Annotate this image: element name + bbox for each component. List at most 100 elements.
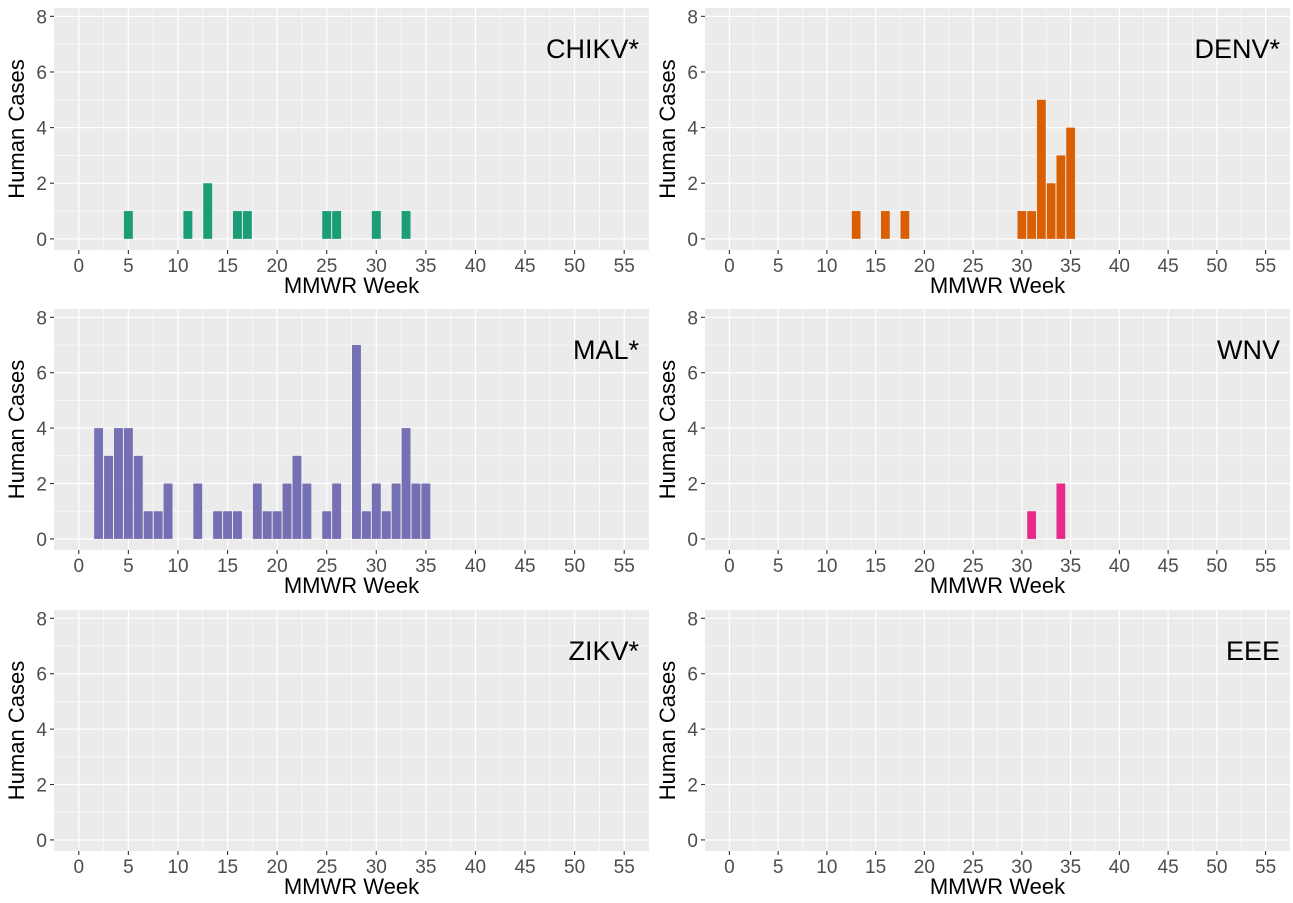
x-tick-label: 40	[1109, 256, 1130, 277]
bar	[183, 211, 193, 239]
x-tick-label: 50	[564, 256, 585, 277]
y-tick-label: 2	[687, 174, 698, 195]
x-tick-label: 25	[316, 857, 337, 878]
x-tick-label: 20	[914, 256, 935, 277]
y-axis-title: Human Cases	[655, 59, 680, 198]
x-tick-label: 5	[123, 256, 134, 277]
x-tick-label: 5	[773, 256, 784, 277]
x-tick-label: 45	[514, 556, 535, 577]
y-tick-label: 8	[687, 609, 698, 630]
bar	[252, 483, 262, 539]
bar	[332, 211, 342, 239]
bar	[123, 211, 133, 239]
bar	[133, 455, 143, 539]
x-tick-label: 50	[1206, 556, 1227, 577]
bar	[94, 428, 104, 539]
bar	[322, 511, 332, 539]
x-tick-label: 25	[963, 556, 984, 577]
x-tick-label: 20	[914, 556, 935, 577]
y-axis-title: Human Cases	[655, 661, 680, 800]
bar	[1027, 511, 1037, 539]
bar	[143, 511, 153, 539]
bar	[401, 211, 411, 239]
bar	[272, 511, 282, 539]
bar	[203, 183, 213, 239]
x-tick-label: 35	[415, 556, 436, 577]
y-tick-label: 4	[687, 720, 698, 741]
bar	[371, 211, 381, 239]
x-tick-label: 0	[74, 556, 85, 577]
x-tick-label: 0	[724, 556, 735, 577]
x-tick-label: 0	[724, 857, 735, 878]
y-tick-label: 6	[687, 63, 698, 84]
y-tick-label: 8	[687, 7, 698, 28]
x-tick-label: 20	[267, 857, 288, 878]
x-tick-label: 0	[724, 256, 735, 277]
chart-panel-4: 0 2 4 6 8 0 5 10 15 20 25 30 35 40 45 50 55 MMWR Week Huma…	[4, 609, 649, 899]
panel-label: EEE	[1226, 636, 1280, 666]
x-axis-title: MMWR Week	[284, 273, 420, 298]
bar	[332, 483, 342, 539]
bar	[371, 483, 381, 539]
y-tick-label: 2	[687, 475, 698, 496]
y-tick-label: 4	[36, 419, 47, 440]
x-tick-label: 20	[267, 256, 288, 277]
x-tick-label: 10	[167, 556, 188, 577]
x-axis-title: MMWR Week	[284, 874, 420, 899]
bar	[163, 483, 173, 539]
bar	[880, 211, 890, 239]
bar	[391, 483, 401, 539]
bar	[302, 483, 312, 539]
bar	[1056, 155, 1066, 239]
x-axis-title: MMWR Week	[930, 273, 1066, 298]
y-tick-label: 6	[36, 364, 47, 385]
y-tick-label: 2	[687, 776, 698, 797]
x-tick-label: 25	[963, 256, 984, 277]
y-tick-label: 6	[687, 665, 698, 686]
x-tick-label: 5	[123, 556, 134, 577]
bar	[262, 511, 272, 539]
bar	[1017, 211, 1027, 239]
bar	[351, 345, 361, 539]
chart-panel-2: 0 2 4 6 8 0 5 10 15 20 25 30 35 40 45 50 55 MMWR Week Huma…	[4, 308, 649, 598]
x-tick-label: 10	[167, 857, 188, 878]
x-tick-label: 5	[773, 857, 784, 878]
x-tick-label: 55	[614, 556, 635, 577]
bar	[123, 428, 133, 539]
bar	[401, 428, 411, 539]
y-tick-label: 4	[687, 419, 698, 440]
x-tick-label: 45	[1158, 857, 1179, 878]
x-tick-label: 10	[816, 256, 837, 277]
bar	[1046, 183, 1056, 239]
panel-label: DENV*	[1194, 34, 1280, 64]
x-tick-label: 35	[415, 256, 436, 277]
y-tick-label: 2	[36, 174, 47, 195]
panel-label: MAL*	[573, 335, 640, 365]
x-tick-label: 10	[167, 256, 188, 277]
x-tick-label: 20	[914, 857, 935, 878]
x-tick-label: 15	[217, 556, 238, 577]
x-tick-label: 30	[366, 256, 387, 277]
x-tick-label: 30	[366, 556, 387, 577]
bar	[242, 211, 252, 239]
bar	[282, 483, 292, 539]
y-tick-label: 4	[36, 720, 47, 741]
bar	[292, 455, 302, 539]
chart-panel-5: 0 2 4 6 8 0 5 10 15 20 25 30 35 40 45 50 55 MMWR Week Huma…	[655, 609, 1290, 899]
x-tick-label: 50	[1206, 256, 1227, 277]
y-tick-label: 2	[36, 475, 47, 496]
x-tick-label: 15	[217, 857, 238, 878]
x-tick-label: 40	[465, 256, 486, 277]
x-tick-label: 25	[316, 256, 337, 277]
bar	[411, 483, 421, 539]
y-tick-label: 4	[687, 119, 698, 140]
x-tick-label: 50	[564, 857, 585, 878]
y-tick-label: 0	[36, 831, 47, 852]
x-tick-label: 0	[74, 857, 85, 878]
y-axis-title: Human Cases	[4, 59, 29, 198]
chart-panel-0: 0 2 4 6 8 0 5 10 15 20 25 30 35 40 45 50 55 MMWR Week Huma…	[4, 7, 649, 298]
x-tick-label: 50	[564, 556, 585, 577]
x-tick-label: 0	[74, 256, 85, 277]
bar	[223, 511, 233, 539]
